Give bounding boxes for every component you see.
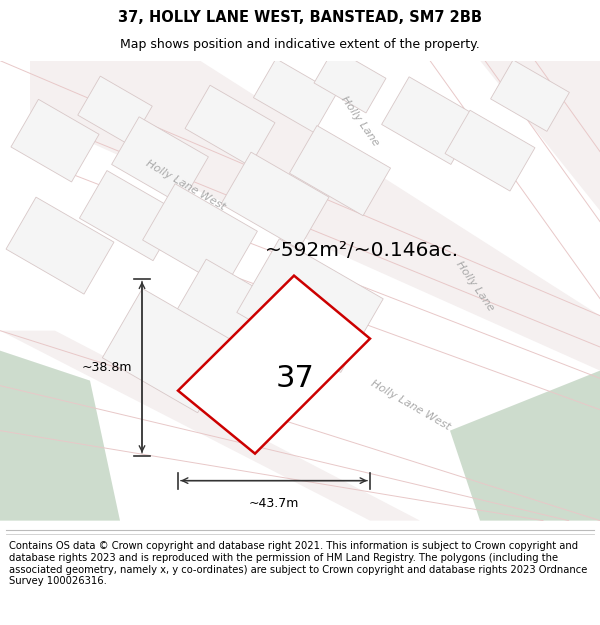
Text: Holly Lane: Holly Lane xyxy=(454,259,496,312)
Polygon shape xyxy=(78,76,152,145)
Text: 37: 37 xyxy=(275,364,314,393)
Polygon shape xyxy=(237,239,383,372)
Text: Map shows position and indicative extent of the property.: Map shows position and indicative extent… xyxy=(120,38,480,51)
Text: Contains OS data © Crown copyright and database right 2021. This information is : Contains OS data © Crown copyright and d… xyxy=(9,541,587,586)
Text: ~38.8m: ~38.8m xyxy=(82,361,132,374)
Polygon shape xyxy=(0,331,420,521)
Polygon shape xyxy=(79,171,181,261)
Polygon shape xyxy=(450,371,600,521)
Text: ~592m²/~0.146ac.: ~592m²/~0.146ac. xyxy=(265,241,459,260)
Polygon shape xyxy=(30,61,600,371)
Polygon shape xyxy=(253,59,337,132)
Text: ~43.7m: ~43.7m xyxy=(249,497,299,509)
Polygon shape xyxy=(221,152,329,249)
Polygon shape xyxy=(103,289,238,412)
Polygon shape xyxy=(161,259,319,402)
Text: 37, HOLLY LANE WEST, BANSTEAD, SM7 2BB: 37, HOLLY LANE WEST, BANSTEAD, SM7 2BB xyxy=(118,10,482,25)
Polygon shape xyxy=(143,184,257,288)
Polygon shape xyxy=(112,117,208,204)
Text: Holly Lane: Holly Lane xyxy=(339,94,381,148)
Polygon shape xyxy=(11,99,99,182)
Polygon shape xyxy=(445,110,535,191)
Polygon shape xyxy=(185,85,275,166)
Polygon shape xyxy=(0,351,120,521)
Polygon shape xyxy=(430,61,600,211)
Text: Holly Lane West: Holly Lane West xyxy=(368,379,451,432)
Polygon shape xyxy=(491,60,569,131)
Polygon shape xyxy=(382,77,478,164)
Text: Holly Lane West: Holly Lane West xyxy=(143,159,226,212)
Polygon shape xyxy=(289,126,391,216)
Polygon shape xyxy=(178,276,370,454)
Polygon shape xyxy=(314,48,386,113)
Polygon shape xyxy=(6,197,114,294)
